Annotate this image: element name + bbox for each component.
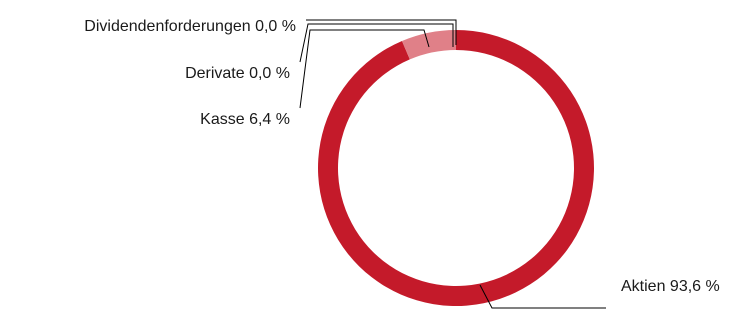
leader-kasse bbox=[299, 29, 430, 109]
leader-line-group bbox=[299, 19, 606, 309]
label-derivate: Derivate 0,0 % bbox=[185, 65, 290, 82]
slice-aktien bbox=[318, 30, 594, 306]
leader-dividendenforderungen bbox=[306, 19, 457, 45]
slice-group bbox=[318, 30, 594, 306]
leader-aktien bbox=[479, 284, 606, 309]
label-kasse: Kasse 6,4 % bbox=[200, 111, 290, 128]
label-aktien: Aktien 93,6 % bbox=[621, 278, 720, 295]
slice-kasse bbox=[401, 30, 456, 60]
leader-derivate bbox=[299, 23, 454, 63]
label-dividendenforderungen: Dividendenforderungen 0,0 % bbox=[84, 18, 296, 35]
